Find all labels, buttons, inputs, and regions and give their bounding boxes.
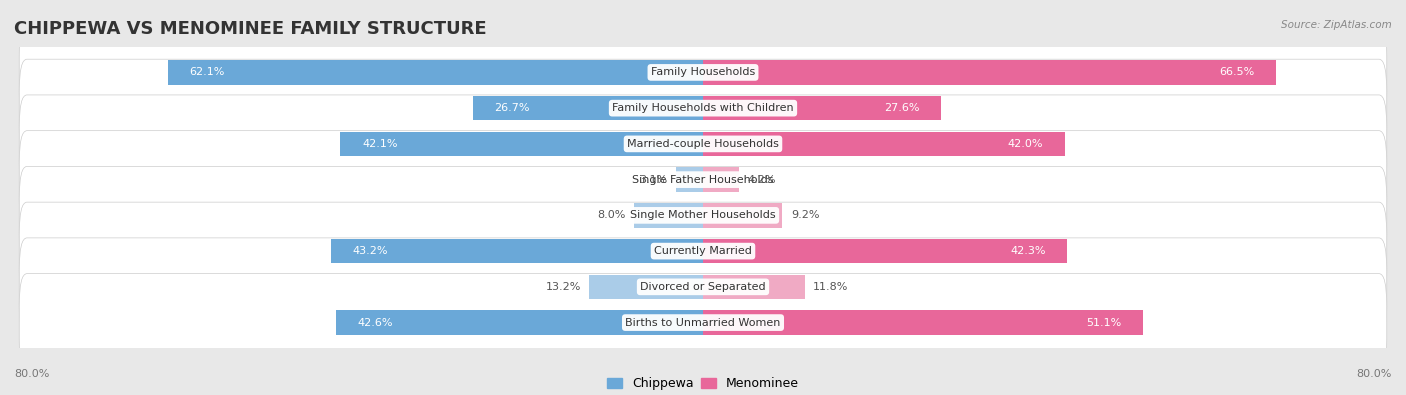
Bar [340, 132, 703, 156]
FancyBboxPatch shape [20, 59, 1386, 157]
Text: 43.2%: 43.2% [353, 246, 388, 256]
Text: 66.5%: 66.5% [1219, 68, 1254, 77]
Bar [703, 203, 782, 228]
Text: 42.0%: 42.0% [1008, 139, 1043, 149]
Text: 9.2%: 9.2% [790, 211, 820, 220]
Text: Births to Unmarried Women: Births to Unmarried Women [626, 318, 780, 327]
FancyBboxPatch shape [20, 23, 1386, 121]
Text: Currently Married: Currently Married [654, 246, 752, 256]
Text: 8.0%: 8.0% [598, 211, 626, 220]
Bar [330, 239, 703, 263]
Text: 51.1%: 51.1% [1087, 318, 1122, 327]
Bar [472, 96, 703, 120]
Text: Married-couple Households: Married-couple Households [627, 139, 779, 149]
Bar [676, 167, 703, 192]
Text: Family Households: Family Households [651, 68, 755, 77]
Text: 13.2%: 13.2% [546, 282, 581, 292]
Bar [703, 167, 740, 192]
Text: Source: ZipAtlas.com: Source: ZipAtlas.com [1281, 20, 1392, 30]
FancyBboxPatch shape [20, 202, 1386, 300]
Text: Family Households with Children: Family Households with Children [612, 103, 794, 113]
Text: 62.1%: 62.1% [190, 68, 225, 77]
FancyBboxPatch shape [20, 166, 1386, 264]
FancyBboxPatch shape [20, 274, 1386, 372]
Bar [336, 310, 703, 335]
Text: 42.6%: 42.6% [357, 318, 394, 327]
Text: Divorced or Separated: Divorced or Separated [640, 282, 766, 292]
Bar [703, 60, 1275, 85]
Bar [169, 60, 703, 85]
Bar [703, 275, 804, 299]
Bar [634, 203, 703, 228]
FancyBboxPatch shape [20, 238, 1386, 336]
Text: Single Father Households: Single Father Households [633, 175, 773, 184]
Text: 80.0%: 80.0% [1357, 369, 1392, 379]
Bar [703, 132, 1064, 156]
Legend: Chippewa, Menominee: Chippewa, Menominee [602, 372, 804, 395]
Bar [589, 275, 703, 299]
Bar [703, 96, 941, 120]
Text: 11.8%: 11.8% [813, 282, 849, 292]
Bar [703, 310, 1143, 335]
Text: 42.3%: 42.3% [1011, 246, 1046, 256]
Bar [703, 239, 1067, 263]
FancyBboxPatch shape [20, 131, 1386, 229]
Text: 4.2%: 4.2% [748, 175, 776, 184]
Text: 27.6%: 27.6% [883, 103, 920, 113]
FancyBboxPatch shape [20, 95, 1386, 193]
Text: 26.7%: 26.7% [495, 103, 530, 113]
Text: 42.1%: 42.1% [361, 139, 398, 149]
Text: CHIPPEWA VS MENOMINEE FAMILY STRUCTURE: CHIPPEWA VS MENOMINEE FAMILY STRUCTURE [14, 20, 486, 38]
Text: 80.0%: 80.0% [14, 369, 49, 379]
Text: Single Mother Households: Single Mother Households [630, 211, 776, 220]
Text: 3.1%: 3.1% [640, 175, 668, 184]
